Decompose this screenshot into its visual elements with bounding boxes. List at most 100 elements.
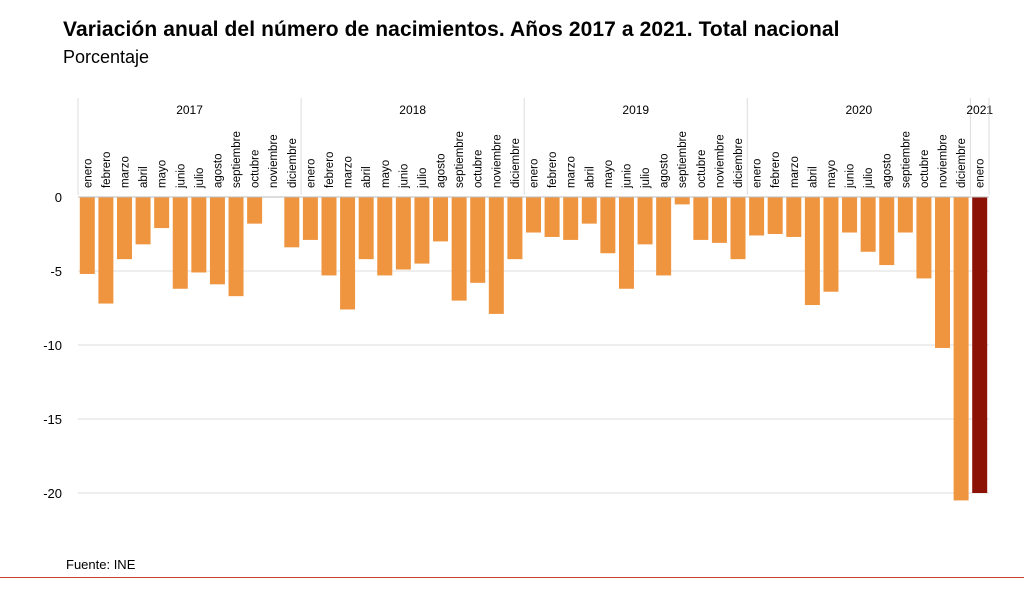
bar — [749, 197, 765, 236]
bar — [823, 197, 839, 292]
month-label: agosto — [882, 153, 894, 188]
year-label: 2020 — [846, 103, 873, 117]
chart-title: Variación anual del número de nacimiento… — [63, 18, 840, 41]
y-tick-label: -20 — [43, 486, 62, 501]
y-tick-label: -10 — [43, 338, 62, 353]
month-label: febrero — [101, 152, 113, 188]
bar — [563, 197, 579, 240]
bar — [600, 197, 616, 254]
bar-chart: 0 -5 -10 -15 -20 2017 2018 2019 2020 2021 enero feb… — [43, 98, 993, 501]
bar — [730, 197, 746, 260]
month-label: septiembre — [454, 131, 466, 188]
bar — [953, 197, 969, 501]
bar — [544, 197, 560, 237]
bar — [284, 197, 300, 248]
month-label: mayo — [826, 160, 838, 188]
bar — [470, 197, 486, 283]
month-label: noviembre — [268, 134, 280, 188]
bar — [879, 197, 895, 266]
month-label: octubre — [696, 150, 708, 188]
month-label: octubre — [919, 150, 931, 188]
month-label: marzo — [343, 156, 355, 188]
month-label: agosto — [436, 153, 448, 188]
bar — [377, 197, 393, 276]
bar — [674, 197, 690, 205]
month-label: diciembre — [733, 138, 745, 188]
bar — [302, 197, 318, 240]
bar — [526, 197, 541, 233]
bottom-divider — [0, 577, 1024, 578]
month-label: septiembre — [900, 131, 912, 188]
y-tick-label: 0 — [55, 190, 62, 205]
bar — [507, 197, 523, 260]
month-label: abril — [361, 166, 373, 188]
bar — [935, 197, 951, 348]
bar — [618, 197, 634, 289]
bar — [451, 197, 467, 301]
source-note: Fuente: INE — [66, 557, 136, 572]
month-label: diciembre — [287, 138, 299, 188]
bar — [321, 197, 337, 276]
month-label: septiembre — [231, 131, 243, 188]
year-label: 2021 — [966, 103, 993, 117]
month-label: abril — [807, 166, 819, 188]
bar — [433, 197, 449, 242]
chart-subtitle: Porcentaje — [63, 47, 150, 67]
month-label: julio — [194, 168, 206, 189]
month-label: julio — [863, 168, 875, 189]
bar — [804, 197, 820, 306]
month-label: septiembre — [677, 131, 689, 188]
month-label: marzo — [566, 156, 578, 188]
month-label: mayo — [157, 160, 169, 188]
bar — [154, 197, 170, 229]
month-label: agosto — [659, 153, 671, 188]
month-label: noviembre — [491, 134, 503, 188]
month-label: diciembre — [956, 138, 968, 188]
bar — [209, 197, 225, 285]
month-label: enero — [975, 159, 987, 188]
month-label: octubre — [473, 150, 485, 188]
month-label: febrero — [324, 152, 336, 188]
month-label: julio — [417, 168, 429, 189]
month-label: febrero — [547, 152, 559, 188]
bar — [191, 197, 207, 273]
month-label: abril — [138, 166, 150, 188]
bar — [247, 197, 263, 224]
bar — [395, 197, 411, 270]
bar — [693, 197, 709, 240]
month-label: enero — [529, 159, 541, 188]
bar — [972, 197, 988, 493]
month-label: noviembre — [714, 134, 726, 188]
month-label: noviembre — [938, 134, 950, 188]
month-label: junio — [398, 164, 410, 189]
month-label: enero — [752, 159, 764, 188]
bar — [340, 197, 356, 310]
bar — [916, 197, 932, 279]
month-label: enero — [82, 159, 94, 188]
month-label: febrero — [770, 152, 782, 188]
month-label: junio — [621, 164, 633, 189]
month-label: agosto — [212, 153, 224, 188]
month-label: junio — [175, 164, 187, 189]
bar — [488, 197, 504, 314]
bar — [842, 197, 858, 233]
month-label: mayo — [380, 160, 392, 188]
bar — [581, 197, 597, 224]
bar — [98, 197, 114, 304]
bar — [767, 197, 783, 234]
month-label: marzo — [119, 156, 131, 188]
month-label: abril — [584, 166, 596, 188]
year-label: 2018 — [399, 103, 426, 117]
bar — [786, 197, 802, 237]
bar — [860, 197, 876, 252]
bar — [358, 197, 374, 260]
month-label: octubre — [250, 150, 262, 188]
bar — [897, 197, 913, 233]
month-label: junio — [845, 164, 857, 189]
bar — [228, 197, 244, 297]
year-label: 2017 — [176, 103, 203, 117]
month-label: julio — [640, 168, 652, 189]
bar — [637, 197, 653, 245]
month-label: enero — [305, 159, 317, 188]
month-label: mayo — [603, 160, 615, 188]
